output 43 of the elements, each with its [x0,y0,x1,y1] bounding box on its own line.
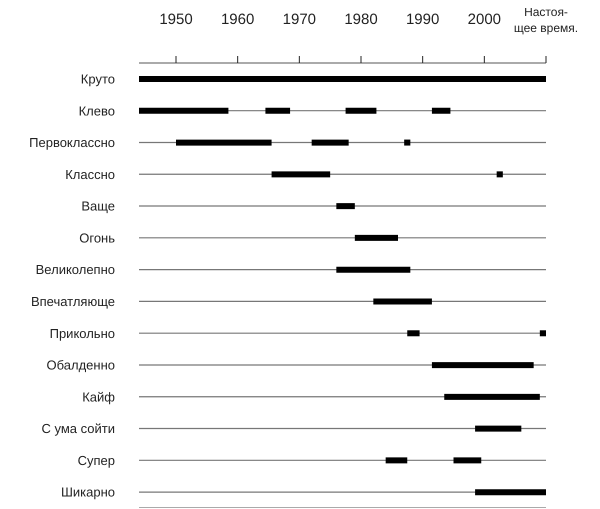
bar [454,457,482,464]
y-tick-label: С ума сойти [42,421,115,436]
bar [475,426,522,432]
x-tick-label: 1970 [282,11,316,28]
bar [540,330,546,336]
y-tick-label: Прикольно [50,326,115,341]
bar [336,203,355,210]
x-tick-label: 1950 [159,11,193,28]
y-tick-label: Впечатляюще [30,294,115,310]
bar [373,298,432,304]
x-tick-label: 1960 [220,11,254,28]
bar [176,140,272,146]
y-tick-label: Супер [78,452,115,468]
bar [475,489,546,496]
y-tick-label: Ваще [81,198,115,214]
bar [404,140,410,146]
x-tick-label: 1980 [344,11,378,28]
x-tick-label: 1990 [406,11,440,28]
y-tick-label: Шикарно [60,484,115,500]
bar [496,171,503,178]
bar [432,362,534,368]
bar [432,108,450,114]
bar [444,394,540,400]
bar [336,266,410,273]
bar [312,140,349,146]
bar [407,330,420,336]
y-tick-label: Классно [65,166,115,182]
bar [346,108,376,114]
x-tick-label: 2000 [468,11,502,28]
y-tick-label: Великолепно [36,262,115,278]
y-tick-label: Огонь [79,230,116,246]
bar [265,108,290,114]
y-tick-label: Первоклассно [29,135,115,150]
bar [139,108,228,114]
bar [272,171,330,178]
y-tick-label: Клево [78,103,115,118]
y-tick-label: Кайф [82,389,116,404]
x-tick-label: Настоя- щее время. [514,5,578,35]
y-tick-label: Обалденно [46,358,115,373]
bar [139,76,546,82]
bar [386,457,408,464]
bar [354,234,398,241]
y-tick-label: Круто [80,72,115,87]
